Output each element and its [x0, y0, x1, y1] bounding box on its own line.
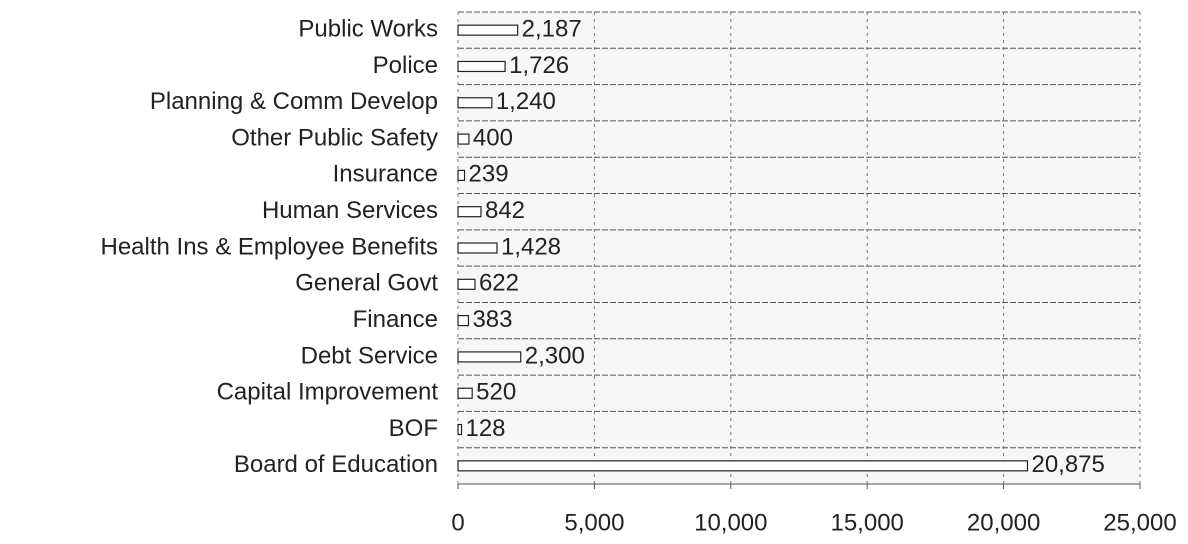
value-label: 622: [479, 270, 519, 297]
x-tick-label: 20,000: [967, 509, 1040, 536]
x-tick-label: 0: [451, 509, 464, 536]
bar: [457, 60, 506, 73]
category-label: Board of Education: [234, 451, 438, 478]
category-label: Finance: [353, 306, 438, 333]
bar: [457, 423, 463, 436]
x-tick-label: 25,000: [1103, 509, 1176, 536]
bar: [457, 242, 498, 254]
bar: [457, 315, 470, 327]
bar: [457, 278, 476, 290]
category-label: Debt Service: [301, 342, 438, 369]
category-label: Police: [373, 52, 438, 79]
x-tick-label: 10,000: [694, 509, 767, 536]
value-label: 2,187: [522, 15, 582, 42]
value-label: 520: [476, 379, 516, 406]
value-label: 400: [473, 124, 513, 151]
value-label: 2,300: [525, 342, 585, 369]
bar: [457, 133, 470, 145]
bar: [457, 24, 519, 36]
value-label: 128: [465, 415, 505, 442]
bar: [457, 387, 473, 399]
bar: [457, 351, 522, 363]
x-tick-label: 5,000: [564, 509, 624, 536]
category-label: BOF: [389, 415, 438, 442]
bar: [457, 460, 1029, 472]
value-label: 20,875: [1031, 451, 1104, 478]
bar: [457, 97, 493, 109]
category-label: Planning & Comm Develop: [150, 88, 438, 115]
category-label: Public Works: [298, 15, 438, 42]
value-label: 1,240: [496, 88, 556, 115]
category-label: Other Public Safety: [231, 124, 438, 151]
bar: [457, 206, 482, 218]
value-label: 1,428: [501, 233, 561, 260]
value-label: 239: [469, 161, 509, 188]
category-label: General Govt: [295, 270, 438, 297]
value-label: 1,726: [509, 52, 569, 79]
category-label: Health Ins & Employee Benefits: [100, 233, 438, 260]
category-label: Capital Improvement: [217, 379, 439, 406]
plot-area: [458, 12, 1140, 484]
category-label: Human Services: [262, 197, 438, 224]
value-label: 383: [472, 306, 512, 333]
category-label: Insurance: [333, 161, 438, 188]
bar: [457, 169, 466, 181]
value-label: 842: [485, 197, 525, 224]
x-tick-label: 15,000: [830, 509, 903, 536]
